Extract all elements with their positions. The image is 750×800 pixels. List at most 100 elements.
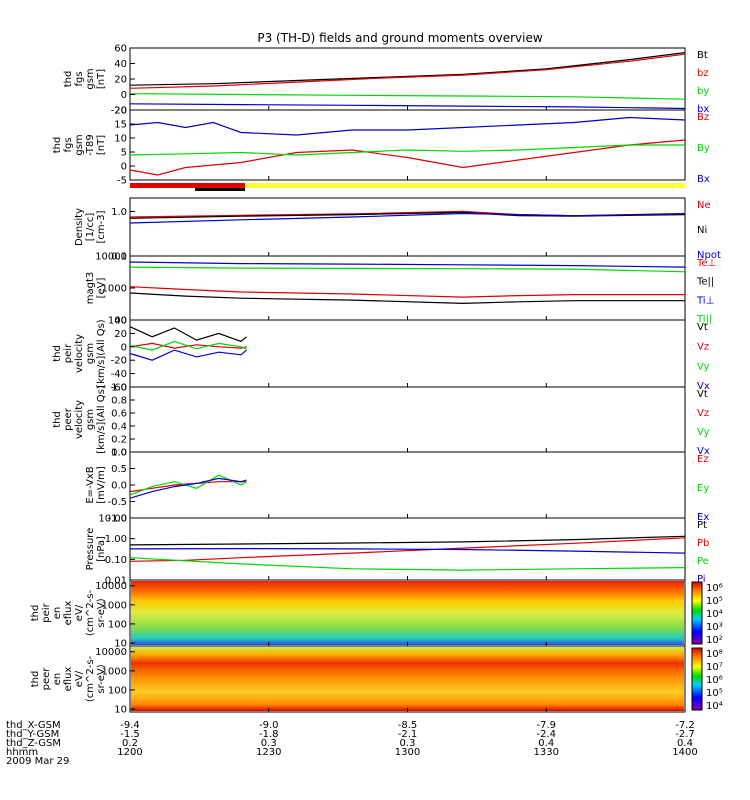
legend-entry: Ez xyxy=(697,454,709,465)
colorbar-tick: 10³ xyxy=(706,622,723,633)
chart-title: P3 (TH-D) fields and ground moments over… xyxy=(257,31,542,45)
y-tick-label: 60 xyxy=(114,44,127,55)
panel-pressure: Pt Pb Pe Pi 10.00 1.00 0.10 0.01 Pressure[nPa] xyxy=(85,514,709,587)
y-label-line: en xyxy=(52,673,63,686)
panel-frame xyxy=(129,386,686,453)
y-label-line: -T89 xyxy=(85,134,96,156)
legend-entry: Vt xyxy=(697,389,708,400)
y-label-line: gsm xyxy=(85,409,96,430)
panel-frame xyxy=(129,197,686,257)
colorbar xyxy=(691,581,703,645)
panel-density: Ne Ni Npot 1.0 0.1 Density[1/cc][cm-3] xyxy=(74,197,721,263)
legend-entry: Bx xyxy=(697,174,710,185)
y-tick-label: 10.00 xyxy=(98,514,127,525)
y-label-line: thd xyxy=(52,345,63,362)
y-tick-label: 10000 xyxy=(95,252,127,263)
footer-value: 1330 xyxy=(534,747,559,758)
footer-label: thd_Z-GSM xyxy=(6,738,61,749)
footer-value: 0.4 xyxy=(677,738,693,749)
series-Npot xyxy=(129,212,686,224)
legend-entry: Pe xyxy=(697,556,709,567)
y-tick-label: 20 xyxy=(114,329,127,340)
series-Ey xyxy=(129,474,247,496)
footer-value: 1230 xyxy=(256,747,281,758)
y-label-line: en xyxy=(52,607,63,620)
legend-entry: Ex xyxy=(697,512,709,523)
y-tick-label: 1000 xyxy=(102,600,127,611)
y-tick-label: -60 xyxy=(111,383,127,394)
series-Te⊥ xyxy=(129,286,685,298)
legend-entry: Npot xyxy=(697,250,721,261)
y-label-line: Pressure xyxy=(85,528,96,571)
y-label-line: velocity xyxy=(74,400,85,439)
series-Vx xyxy=(129,349,247,361)
series-Ex xyxy=(129,477,247,499)
y-axis-label: thdfgsgsm-T89[nT] xyxy=(52,134,107,156)
y-tick-label: 1.0 xyxy=(111,448,127,459)
legend-entry: bz xyxy=(697,68,709,79)
y-axis-label: thdpeirenefluxeV/(cm^2-s-sr-eV) xyxy=(30,589,107,636)
y-label-line: peir xyxy=(63,343,74,363)
legend-entry: By xyxy=(697,143,710,154)
panel-frame xyxy=(129,451,686,519)
legend-entry: Ey xyxy=(697,483,709,494)
series-Bz xyxy=(129,139,686,176)
y-label-line: [km/s](All Qs) xyxy=(96,319,107,387)
y-label-line: [mV/m] xyxy=(96,466,107,504)
series-Pe xyxy=(129,557,686,571)
y-tick-label: 10 xyxy=(114,134,127,145)
footer-value: 0.3 xyxy=(400,738,416,749)
y-tick-label: 0.5 xyxy=(111,464,127,475)
y-tick-label: 0 xyxy=(121,90,127,101)
y-label-line: sr-eV) xyxy=(96,598,107,627)
colorbar xyxy=(691,647,703,711)
y-tick-label: 10 xyxy=(114,639,127,650)
y-label-line: [cm-3] xyxy=(96,210,107,243)
legend-entry: Te⊥ xyxy=(696,258,716,269)
y-tick-label: 0 xyxy=(121,162,127,173)
y-label-line: (cm^2-s- xyxy=(85,655,96,702)
y-label-line: [1/cc] xyxy=(85,213,96,242)
series-Te|| xyxy=(129,292,685,305)
series-bz xyxy=(129,53,686,89)
series-Bt xyxy=(129,52,686,86)
footer-value: -2.4 xyxy=(536,729,556,740)
y-tick-label: 20 xyxy=(114,106,127,117)
y-tick-label: 40 xyxy=(114,316,127,327)
y-tick-label: 100 xyxy=(108,316,127,327)
series-Pi xyxy=(129,547,686,554)
y-tick-label: 40 xyxy=(114,59,127,70)
panel-frame xyxy=(129,47,686,111)
y-label-line: [nPa] xyxy=(96,536,107,562)
y-axis-label: magt3[eV] xyxy=(85,272,107,305)
y-tick-label: 1.0 xyxy=(111,207,127,218)
legend-entry: Vy xyxy=(697,361,710,372)
footer-value: 0.4 xyxy=(538,738,554,749)
legend-entry: Pi xyxy=(697,574,706,585)
series-Ti|| xyxy=(129,266,686,273)
y-axis-label: thdfgsgsm[nT] xyxy=(63,68,107,89)
y-label-line: peer xyxy=(41,667,52,691)
legend-entry: Pb xyxy=(697,538,709,549)
y-tick-label: 10000 xyxy=(95,581,127,592)
panels-group: Btbzbybx6040200-20thdfgsgsm[nT]BzByBx201… xyxy=(30,44,723,716)
footer-value: 1400 xyxy=(672,747,697,758)
series-Vt xyxy=(129,326,247,343)
legend-entry: Ti|| xyxy=(696,314,712,325)
y-label-line: thd xyxy=(63,71,74,88)
legend-entry: Bz xyxy=(697,112,709,123)
legend-entry: Pt xyxy=(697,520,707,531)
y-label-line: peir xyxy=(41,602,52,622)
y-tick-label: 1000 xyxy=(102,284,127,295)
series-Bx xyxy=(129,116,686,136)
y-label-line: [km/s](All Qs) xyxy=(96,385,107,453)
footer-label: thd_X-GSM xyxy=(6,720,61,731)
colorbar-tick: 10⁴ xyxy=(706,701,723,712)
y-label-line: E=-VxB xyxy=(85,466,96,503)
y-tick-label: 0 xyxy=(121,342,127,353)
legend-entry: Vz xyxy=(697,408,709,419)
footer-label: thd_Y-GSM xyxy=(6,729,59,740)
series-by xyxy=(129,93,686,100)
